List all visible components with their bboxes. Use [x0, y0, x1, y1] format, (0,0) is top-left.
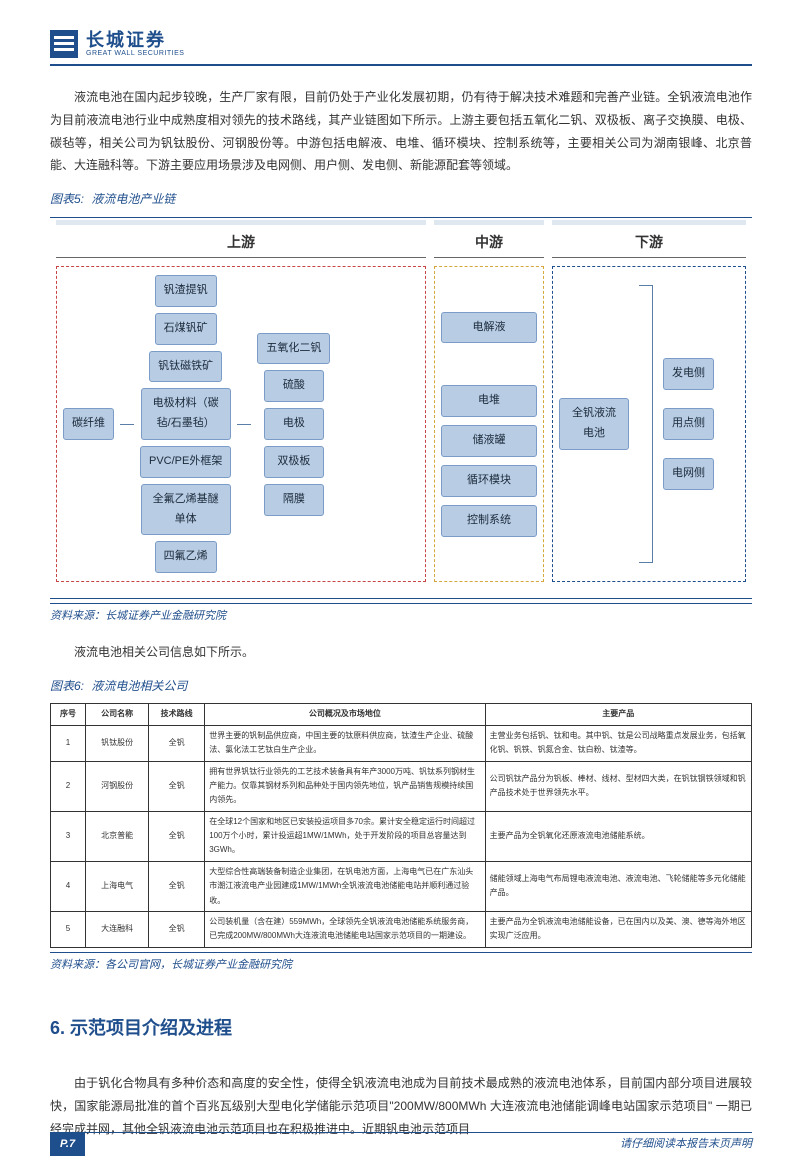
- bracket-icon: [639, 285, 653, 563]
- table-row: 3北京普能全钒在全球12个国家和地区已安装投运项目多70余。累计安全稳定运行时间…: [51, 811, 752, 861]
- table-cell: 公司装机量（含在建）559MWh，全球领先全钒液流电池储能系统服务商，已完成20…: [205, 912, 485, 948]
- section6-heading: 6. 示范项目介绍及进程: [50, 1012, 752, 1044]
- table-cell: 主要产品为全钒氧化还原液流电池储能系统。: [485, 811, 751, 861]
- fc-node: 钒钛磁铁矿: [149, 351, 222, 383]
- table-row: 4上海电气全钒大型综合性高端装备制造企业集团，在钒电池方面，上海电气已在广东汕头…: [51, 861, 752, 911]
- logo-en: GREAT WALL SECURITIES: [86, 50, 184, 57]
- table-row: 5大连融科全钒公司装机量（含在建）559MWh，全球领先全钒液流电池储能系统服务…: [51, 912, 752, 948]
- table-cell: 全钒: [149, 725, 205, 761]
- fc-node: 电解液: [441, 312, 537, 344]
- table-cell: 拥有世界钒钛行业领先的工艺技术装备具有年产3000万吨、钒钛系列钢材生产能力。仅…: [205, 761, 485, 811]
- table-cell: 在全球12个国家和地区已安装投运项目多70余。累计安全稳定运行时间超过100万个…: [205, 811, 485, 861]
- table-cell: 1: [51, 725, 86, 761]
- table-cell: 世界主要的钒制品供应商，中国主要的钛原料供应商，钛渣生产企业、硫酸法、氯化法工艺…: [205, 725, 485, 761]
- th-tech: 技术路线: [149, 704, 205, 725]
- connector-icon: [120, 424, 134, 425]
- fc-node: 四氟乙烯: [155, 541, 217, 573]
- fc-node: 电堆: [441, 385, 537, 417]
- figure6-title: 液流电池相关公司: [91, 679, 187, 693]
- fc-body: 碳纤维 钒渣提钒 石煤钒矿 钒钛磁铁矿 电极材料（碳毡/石墨毡） PVC/PE外…: [56, 266, 746, 582]
- fc-node: 五氧化二钒: [257, 333, 330, 365]
- footer-page-number: P.7: [50, 1133, 85, 1157]
- fc-node: 用点侧: [663, 408, 714, 440]
- figure5-flowchart: 上游 中游 下游 碳纤维 钒渣提钒 石煤钒矿 钒钛磁铁矿 电极材料（碳毡/石墨毡…: [50, 217, 752, 599]
- fc-downstream-zone: 全钒液流电池 发电侧 用点侧 电网侧: [552, 266, 746, 582]
- th-products: 主要产品: [485, 704, 751, 725]
- fc-node: 循环模块: [441, 465, 537, 497]
- fc-node: 双极板: [264, 446, 324, 478]
- fc-node: 隔膜: [264, 484, 324, 516]
- table-header-row: 序号 公司名称 技术路线 公司概况及市场地位 主要产品: [51, 704, 752, 725]
- paragraph-1: 液流电池在国内起步较晚，生产厂家有限，目前仍处于产业化发展初期，仍有待于解决技术…: [50, 86, 752, 177]
- footer-disclaimer: 请仔细阅读本报告末页声明: [620, 1135, 752, 1155]
- table-cell: 公司钒钛产品分为钒板、棒材、线材、型材四大类，在钒钛钢铁领域和钒产品技术处于世界…: [485, 761, 751, 811]
- paragraph-3: 由于钒化合物具有多种价态和高度的安全性，使得全钒液流电池成为目前技术最成熟的液流…: [50, 1072, 752, 1140]
- fc-header-downstream: 下游: [552, 228, 746, 258]
- fc-up-col3: 五氧化二钒 硫酸 电极 双极板 隔膜: [257, 333, 330, 516]
- th-name: 公司名称: [86, 704, 149, 725]
- logo-cn: 长城证券: [86, 31, 184, 51]
- fc-midstream-zone: 电解液 电堆 储液罐 循环模块 控制系统: [434, 266, 544, 582]
- table-cell: 4: [51, 861, 86, 911]
- page-footer: P.7 请仔细阅读本报告末页声明: [50, 1132, 752, 1157]
- page-header: 长城证券 GREAT WALL SECURITIES: [50, 30, 752, 66]
- page-root: 长城证券 GREAT WALL SECURITIES 液流电池在国内起步较晚，生…: [0, 0, 802, 1172]
- figure6-source: 资料来源：各公司官网，长城证券产业金融研究院: [50, 952, 752, 976]
- fc-up-col1: 碳纤维: [63, 408, 114, 440]
- logo-icon: [50, 30, 78, 58]
- th-seq: 序号: [51, 704, 86, 725]
- fc-down-outputs: 发电侧 用点侧 电网侧: [663, 358, 714, 489]
- table-cell: 全钒: [149, 861, 205, 911]
- table-cell: 全钒: [149, 912, 205, 948]
- fc-node: 钒渣提钒: [155, 275, 217, 307]
- fc-node: 电网侧: [663, 458, 714, 490]
- table-cell: 主要产品为全钒液流电池储能设备，已在国内以及美、澳、德等海外地区实现广泛应用。: [485, 912, 751, 948]
- figure5-prefix: 图表5:: [50, 192, 84, 206]
- fc-node: 硫酸: [264, 370, 324, 402]
- paragraph-2: 液流电池相关公司信息如下所示。: [50, 641, 752, 664]
- figure5-source: 资料来源：长城证券产业金融研究院: [50, 603, 752, 627]
- figure6-table: 序号 公司名称 技术路线 公司概况及市场地位 主要产品 1钒钛股份全钒世界主要的…: [50, 703, 752, 947]
- fc-node: 控制系统: [441, 505, 537, 537]
- figure5-title: 液流电池产业链: [91, 192, 175, 206]
- table-cell: 全钒: [149, 811, 205, 861]
- figure5-caption: 图表5: 液流电池产业链: [50, 189, 752, 211]
- table-cell: 钒钛股份: [86, 725, 149, 761]
- figure6-prefix: 图表6:: [50, 679, 84, 693]
- figure6-caption: 图表6: 液流电池相关公司: [50, 676, 752, 698]
- table-row: 1钒钛股份全钒世界主要的钒制品供应商，中国主要的钛原料供应商，钛渣生产企业、硫酸…: [51, 725, 752, 761]
- table-cell: 大连融科: [86, 912, 149, 948]
- table-cell: 河钢股份: [86, 761, 149, 811]
- fc-node: 储液罐: [441, 425, 537, 457]
- fc-node: 石煤钒矿: [155, 313, 217, 345]
- th-overview: 公司概况及市场地位: [205, 704, 485, 725]
- table-cell: 2: [51, 761, 86, 811]
- table-cell: 上海电气: [86, 861, 149, 911]
- fc-node: 碳纤维: [63, 408, 114, 440]
- table-cell: 北京普能: [86, 811, 149, 861]
- logo-text: 长城证券 GREAT WALL SECURITIES: [86, 31, 184, 58]
- fc-node: 发电侧: [663, 358, 714, 390]
- table-cell: 3: [51, 811, 86, 861]
- fc-node: PVC/PE外框架: [140, 446, 231, 478]
- fc-up-col2: 钒渣提钒 石煤钒矿 钒钛磁铁矿 电极材料（碳毡/石墨毡） PVC/PE外框架 全…: [140, 275, 231, 573]
- table-cell: 储能领域上海电气布局锂电液流电池、液流电池、飞轮储能等多元化储能产品。: [485, 861, 751, 911]
- table-row: 2河钢股份全钒拥有世界钒钛行业领先的工艺技术装备具有年产3000万吨、钒钛系列钢…: [51, 761, 752, 811]
- fc-upstream-zone: 碳纤维 钒渣提钒 石煤钒矿 钒钛磁铁矿 电极材料（碳毡/石墨毡） PVC/PE外…: [56, 266, 426, 582]
- fc-node: 电极材料（碳毡/石墨毡）: [141, 388, 231, 440]
- table-cell: 5: [51, 912, 86, 948]
- table-cell: 大型综合性高端装备制造企业集团，在钒电池方面，上海电气已在广东汕头市潮江液流电产…: [205, 861, 485, 911]
- fc-header-upstream: 上游: [56, 228, 426, 258]
- table-cell: 主营业务包括钒、钛和电。其中钒、钛是公司战略重点发展业务，包括氧化钒、钒铁、钒氮…: [485, 725, 751, 761]
- fc-node: 全氟乙烯基醚单体: [141, 484, 231, 536]
- fc-header-midstream: 中游: [434, 228, 544, 258]
- fc-headers-row: 上游 中游 下游: [56, 228, 746, 266]
- connector-icon: [237, 424, 251, 425]
- table-cell: 全钒: [149, 761, 205, 811]
- fc-node: 电极: [264, 408, 324, 440]
- fc-node-hub: 全钒液流电池: [559, 398, 629, 450]
